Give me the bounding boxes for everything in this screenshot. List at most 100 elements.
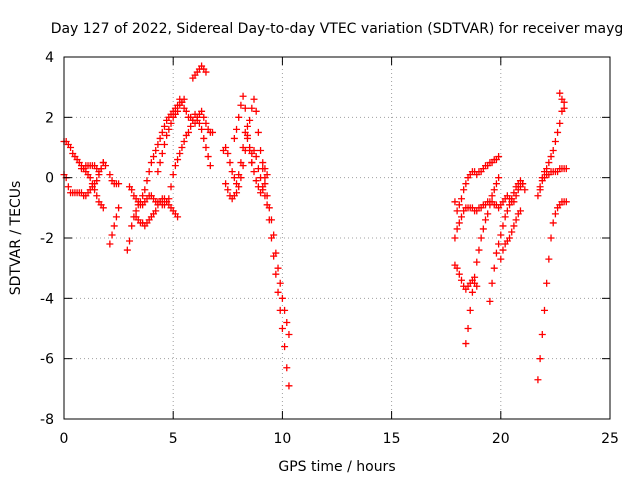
- data-track: [451, 153, 503, 215]
- data-point: [495, 240, 503, 248]
- data-point: [457, 213, 465, 221]
- data-point: [540, 306, 548, 314]
- data-point: [506, 234, 514, 242]
- data-point: [560, 104, 568, 112]
- data-point: [110, 222, 118, 230]
- data-point: [150, 153, 158, 161]
- data-point: [466, 306, 474, 314]
- data-point: [549, 219, 557, 227]
- data-point: [154, 168, 162, 176]
- data-point: [176, 150, 184, 158]
- data-point: [495, 153, 503, 161]
- data-point: [512, 192, 520, 200]
- x-tick-label: 20: [492, 431, 510, 447]
- data-point: [145, 168, 153, 176]
- data-point: [499, 246, 507, 254]
- data-point: [239, 92, 247, 100]
- data-point: [115, 204, 123, 212]
- data-point: [237, 174, 245, 182]
- data-point: [154, 140, 162, 148]
- data-point: [453, 207, 461, 215]
- data-point: [460, 186, 468, 194]
- data-point: [115, 180, 123, 188]
- data-point: [195, 119, 203, 127]
- data-point: [538, 331, 546, 339]
- data-point: [462, 180, 470, 188]
- data-point: [160, 122, 168, 130]
- data-point: [259, 165, 267, 173]
- y-tick-label: -8: [40, 412, 54, 428]
- data-point: [473, 258, 481, 266]
- data-track: [497, 207, 524, 263]
- data-point: [453, 264, 461, 272]
- data-point: [139, 192, 147, 200]
- data-point: [551, 210, 559, 218]
- data-point: [202, 68, 210, 76]
- data-point: [270, 231, 278, 239]
- data-point: [464, 325, 472, 332]
- data-point: [202, 119, 210, 127]
- data-track: [486, 177, 527, 305]
- data-point: [468, 288, 476, 296]
- data-point: [160, 140, 168, 148]
- data-point: [263, 171, 271, 179]
- data-track: [106, 171, 123, 188]
- data-point: [165, 125, 173, 133]
- data-point: [259, 186, 267, 194]
- data-point: [265, 204, 273, 212]
- data-point: [243, 131, 251, 139]
- data-track: [451, 261, 481, 293]
- data-point: [235, 183, 243, 191]
- data-point: [510, 198, 518, 206]
- data-point: [281, 343, 289, 351]
- data-point: [93, 192, 101, 200]
- data-track: [126, 110, 214, 209]
- data-track: [534, 165, 570, 200]
- data-point: [545, 159, 553, 167]
- data-point: [486, 297, 494, 305]
- data-point: [486, 201, 494, 209]
- data-point: [254, 128, 262, 136]
- data-point: [484, 210, 492, 218]
- data-point: [241, 104, 249, 112]
- data-point: [193, 113, 201, 121]
- data-point: [543, 279, 551, 287]
- data-point: [202, 144, 210, 151]
- data-point: [143, 177, 151, 185]
- data-point: [451, 198, 459, 206]
- data-point: [252, 153, 260, 161]
- axis-ticks: [63, 56, 611, 420]
- data-point: [206, 162, 214, 170]
- data-track: [536, 98, 568, 191]
- data-point: [283, 364, 291, 372]
- x-axis-label: GPS time / hours: [278, 459, 395, 475]
- data-point: [259, 159, 267, 167]
- data-point: [547, 153, 555, 161]
- data-point: [204, 153, 212, 161]
- data-point: [152, 207, 160, 215]
- data-point: [198, 107, 206, 115]
- data-point: [200, 134, 208, 142]
- data-point: [97, 165, 105, 173]
- data-point: [167, 119, 175, 127]
- data-point: [152, 147, 160, 155]
- data-point: [250, 147, 258, 155]
- data-point: [545, 255, 553, 263]
- data-point: [490, 186, 498, 194]
- data-point: [180, 137, 188, 145]
- data-point: [475, 246, 483, 254]
- data-point: [274, 264, 282, 272]
- data-point: [534, 192, 542, 200]
- data-point: [471, 273, 479, 281]
- x-tick-label: 10: [273, 431, 291, 447]
- data-point: [174, 213, 182, 221]
- data-point: [283, 318, 291, 326]
- data-point: [499, 222, 507, 230]
- data-track: [154, 95, 188, 176]
- data-point: [178, 144, 186, 151]
- y-tick-labels: -8 -6 -4 -2 0 2 4: [40, 50, 54, 428]
- data-point: [267, 216, 275, 224]
- data-point: [233, 189, 241, 197]
- data-point: [174, 156, 182, 164]
- data-track: [556, 89, 568, 112]
